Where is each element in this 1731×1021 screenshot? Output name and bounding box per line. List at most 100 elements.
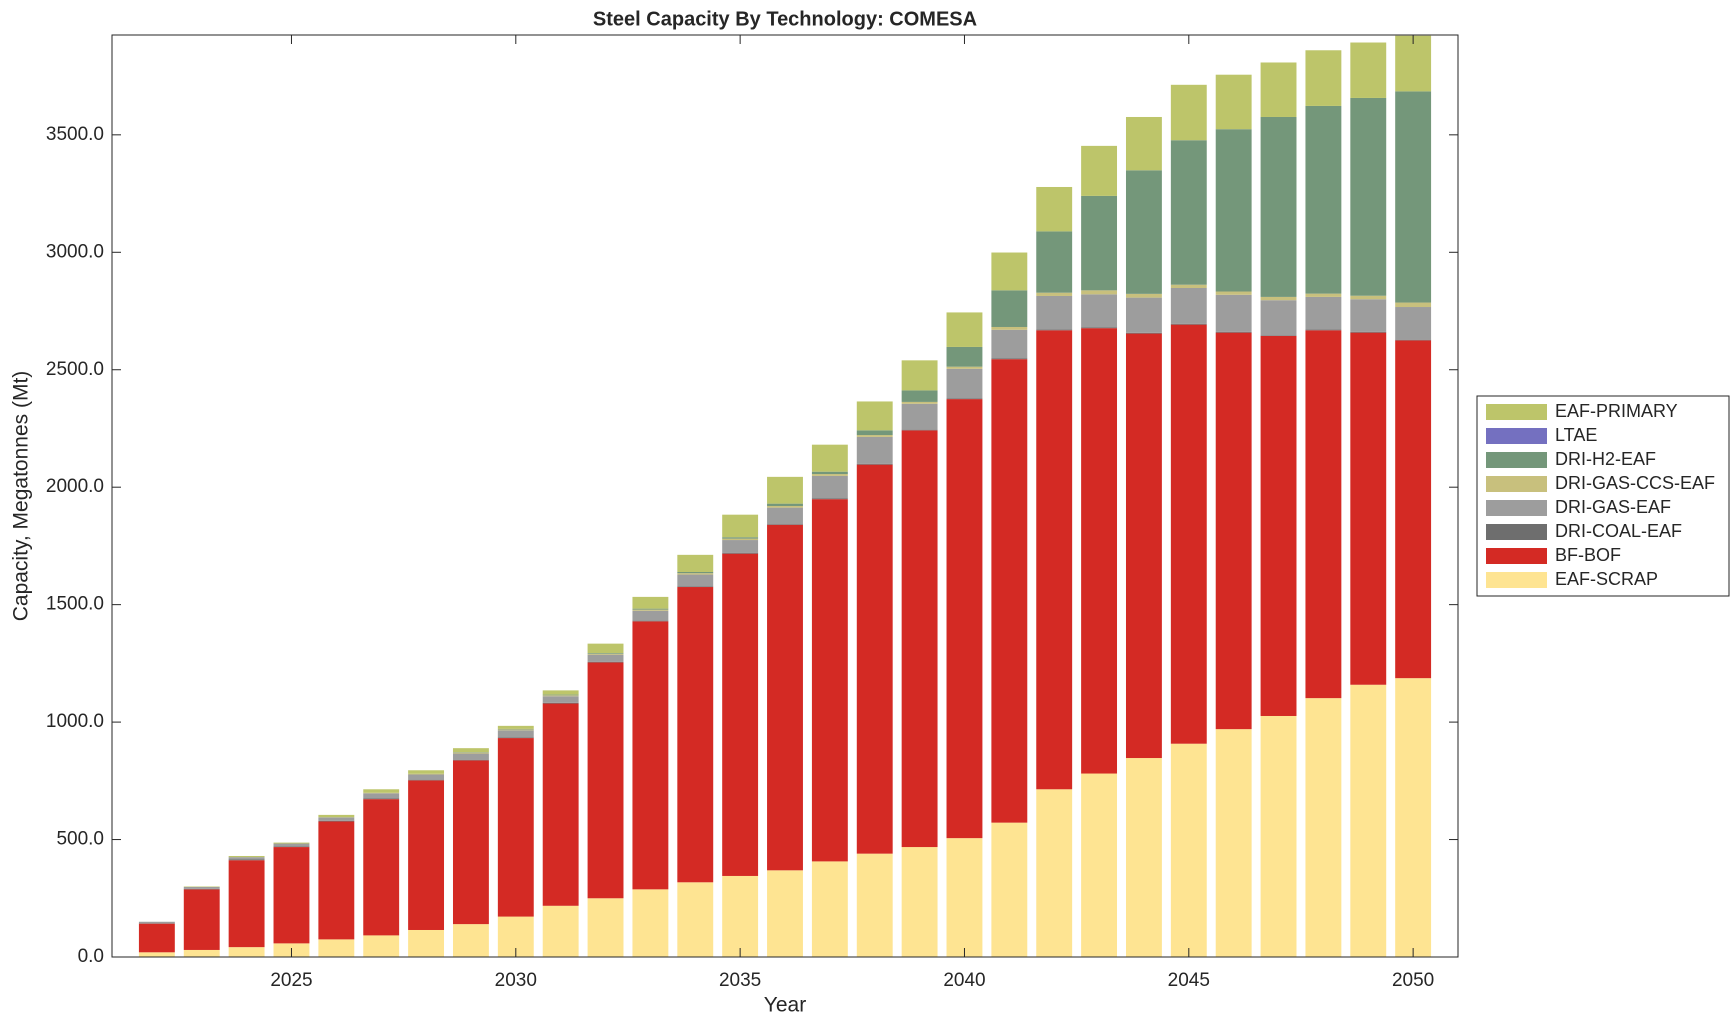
bar-segment (183, 949, 220, 957)
bar-segment (1305, 293, 1342, 297)
legend-label: BF-BOF (1555, 545, 1621, 565)
bar-segment (1125, 297, 1162, 333)
bar-segment (497, 730, 534, 738)
bar-segment (677, 554, 714, 572)
bar-segment (1125, 116, 1162, 171)
bar-segment (722, 553, 759, 876)
bar-segment (1305, 330, 1342, 699)
bar-segment (722, 538, 759, 541)
bar-segment (228, 857, 265, 860)
bar-segment (1215, 129, 1252, 292)
bar-segment (767, 870, 803, 957)
bar-segment (632, 610, 669, 621)
bar-segment (901, 430, 938, 848)
bar-segment (228, 947, 265, 957)
bar-segment (318, 814, 355, 818)
legend-label: LTAE (1555, 425, 1597, 445)
bar-segment (632, 620, 669, 622)
legend-label: DRI-GAS-CCS-EAF (1555, 473, 1715, 493)
bar-segment (1170, 140, 1207, 285)
bar-segment (767, 524, 803, 871)
bar-segment (452, 924, 489, 957)
bar-segment (497, 737, 534, 739)
bar-segment (632, 621, 669, 890)
bar-segment (1215, 291, 1252, 295)
bar-segment (542, 694, 579, 696)
bar-segment (1260, 335, 1297, 336)
bar-segment (273, 846, 310, 848)
bar-segment (318, 817, 355, 821)
bar-segment (677, 586, 714, 588)
bar-segment (1081, 290, 1118, 295)
bar-segment (1081, 773, 1118, 957)
bar-segment (408, 770, 445, 774)
bar-segment (408, 779, 445, 781)
y-tick-label: 3000.0 (46, 241, 104, 262)
bar-segment (587, 898, 624, 957)
bar-segment (542, 696, 579, 703)
bar-segment (946, 838, 983, 957)
bar-segment (901, 360, 938, 391)
bar-segment (1305, 105, 1342, 294)
bar-segment (946, 366, 983, 369)
bar-segment (1305, 50, 1342, 106)
bar-segment (1125, 293, 1162, 298)
bar-segment (1081, 195, 1118, 291)
bar-segment (1305, 329, 1342, 331)
bar-segment (1260, 116, 1297, 297)
plot-frame (111, 34, 1459, 958)
bar-segment (946, 368, 983, 399)
bar-segment (138, 921, 175, 924)
x-tick-label: 2050 (1392, 970, 1434, 991)
bar-segment (1036, 329, 1073, 331)
bar-segment (1036, 292, 1073, 296)
bar-segment (1081, 328, 1118, 774)
bar-segment (1350, 331, 1387, 333)
y-tick-label: 0.0 (78, 946, 104, 967)
legend-swatch (1486, 500, 1547, 516)
bar-segment (1036, 789, 1073, 957)
bar-segment (273, 843, 310, 847)
bar-segment (1260, 296, 1297, 301)
bar-segment (901, 390, 938, 402)
bar-segment (363, 935, 400, 957)
bar-segment (632, 889, 669, 957)
bar-segment (497, 738, 534, 917)
bar-segment (1125, 332, 1162, 334)
bar-segment (991, 252, 1028, 291)
bar-segment (452, 753, 489, 760)
bar-segment (587, 653, 624, 655)
y-tick-label: 3500.0 (46, 124, 104, 145)
bar-segment (946, 399, 983, 839)
y-tick-label: 500.0 (56, 829, 104, 850)
legend-swatch (1486, 428, 1547, 444)
bar-segment (1260, 715, 1297, 957)
bar-segment (1170, 743, 1207, 957)
bar-segment (408, 780, 445, 930)
bar-segment (497, 725, 534, 729)
bar-segment (991, 822, 1028, 957)
bar-segment (722, 875, 759, 957)
bar-segment (767, 476, 803, 504)
bar-segment (228, 855, 265, 858)
bar-segment (1125, 333, 1162, 759)
y-tick-label: 1500.0 (46, 594, 104, 615)
x-axis-label: Year (764, 994, 806, 1017)
bar-segment (722, 537, 759, 539)
bar-segment (452, 759, 489, 761)
bar-segment (767, 524, 803, 525)
bar-segment (677, 571, 714, 574)
bar-segment (767, 505, 803, 508)
bar-segment (856, 436, 893, 464)
legend-swatch (1486, 548, 1547, 564)
bar-segment (363, 799, 400, 936)
bar-segment (1036, 186, 1073, 232)
y-axis-label: Capacity, Megatonnes (Mt) (10, 371, 33, 622)
bar-segment (273, 842, 310, 844)
bar-segment (991, 358, 1028, 360)
bar-segment (1036, 330, 1073, 790)
bar-segment (1350, 42, 1387, 98)
bar-segment (138, 952, 175, 957)
bar-segment (632, 596, 669, 609)
